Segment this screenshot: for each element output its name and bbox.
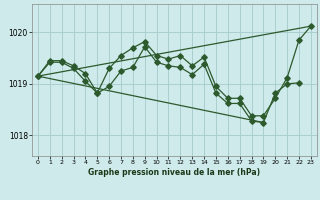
X-axis label: Graphe pression niveau de la mer (hPa): Graphe pression niveau de la mer (hPa) bbox=[88, 168, 260, 177]
